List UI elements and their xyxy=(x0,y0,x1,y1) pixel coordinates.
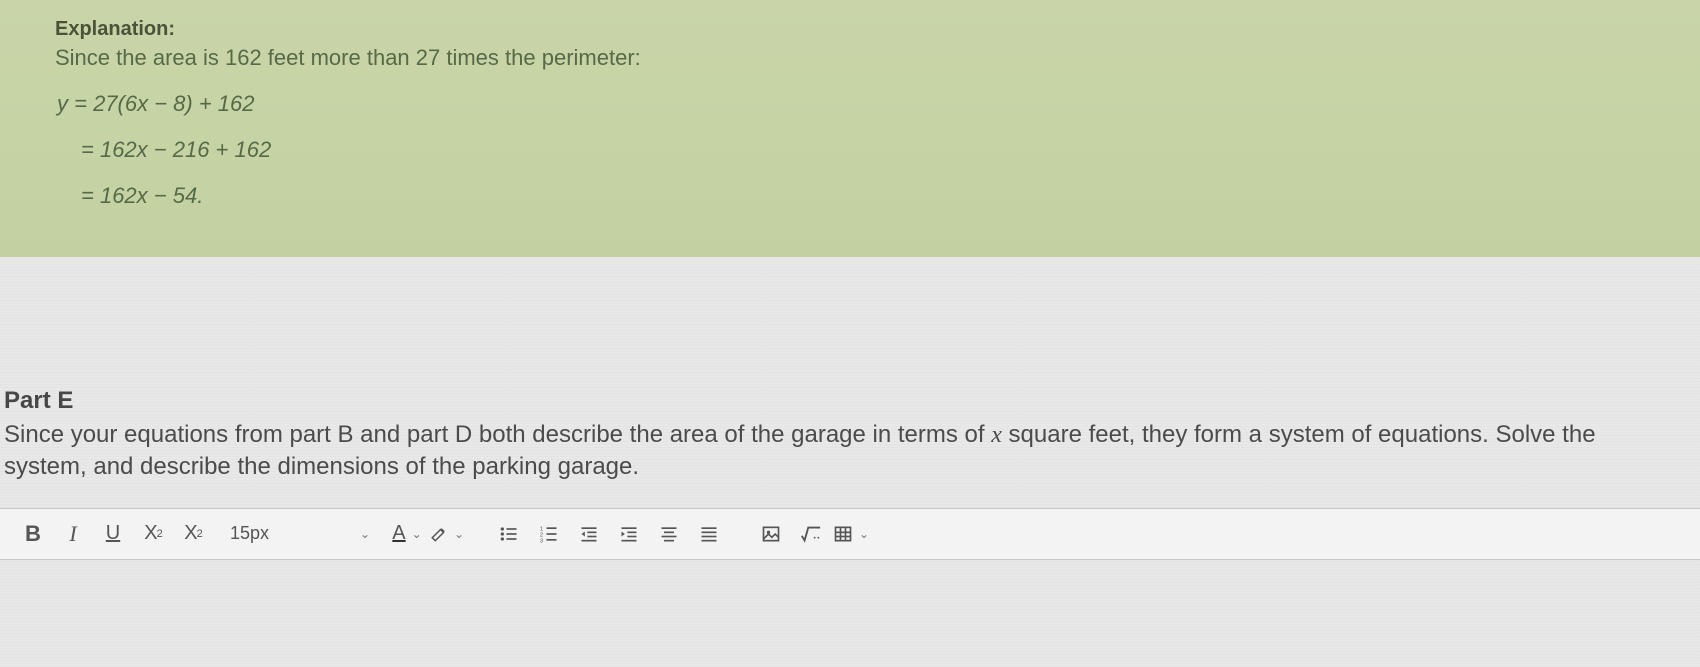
part-text-a: Since your equations from part B and par… xyxy=(4,421,991,448)
equation-line-3: = 162x − 54. xyxy=(55,183,1645,209)
underline-button[interactable]: U xyxy=(94,515,132,553)
indent-icon xyxy=(619,524,639,544)
indent-button[interactable] xyxy=(610,515,648,553)
explanation-intro: Since the area is 162 feet more than 27 … xyxy=(55,45,1645,71)
sqrt-icon xyxy=(800,524,822,544)
part-title: Part E xyxy=(0,387,1700,419)
insert-formula-button[interactable] xyxy=(792,515,830,553)
insert-image-button[interactable] xyxy=(752,515,790,553)
bold-button[interactable]: B xyxy=(14,515,52,553)
chevron-down-icon: ⌄ xyxy=(360,527,370,541)
equation-line-1: y = 27(6x − 8) + 162 xyxy=(55,91,1645,117)
numbered-list-icon: 123 xyxy=(539,524,559,544)
insert-table-button[interactable]: ⌄ xyxy=(832,515,870,553)
align-center-button[interactable] xyxy=(650,515,688,553)
part-instructions: Since your equations from part B and par… xyxy=(0,419,1700,484)
unordered-list-button[interactable] xyxy=(490,515,528,553)
image-icon xyxy=(761,524,781,544)
explanation-title: Explanation: xyxy=(55,18,1645,41)
table-icon xyxy=(833,524,853,544)
outdent-icon xyxy=(579,524,599,544)
equation-line-2: = 162x − 216 + 162 xyxy=(55,137,1645,163)
part-e-section: Part E Since your equations from part B … xyxy=(0,257,1700,560)
highlighter-icon xyxy=(430,525,448,543)
svg-text:3: 3 xyxy=(540,538,543,544)
explanation-panel: Explanation: Since the area is 162 feet … xyxy=(0,0,1700,257)
align-justify-icon xyxy=(699,524,719,544)
bullet-list-icon xyxy=(499,524,519,544)
fontsize-value: 15px xyxy=(230,523,269,544)
font-color-button[interactable]: A ⌄ xyxy=(388,515,426,553)
align-center-icon xyxy=(659,524,679,544)
fontsize-select[interactable]: 15px ⌄ xyxy=(220,517,380,551)
chevron-down-icon: ⌄ xyxy=(412,527,422,541)
outdent-button[interactable] xyxy=(570,515,608,553)
highlight-color-button[interactable]: ⌄ xyxy=(428,515,466,553)
math-variable-x: x xyxy=(991,422,1002,448)
chevron-down-icon: ⌄ xyxy=(454,527,464,541)
editor-toolbar: B I U X2 X2 15px ⌄ A ⌄ ⌄ 123 xyxy=(0,508,1700,560)
ordered-list-button[interactable]: 123 xyxy=(530,515,568,553)
italic-button[interactable]: I xyxy=(54,515,92,553)
subscript-button[interactable]: X2 xyxy=(174,515,212,553)
superscript-button[interactable]: X2 xyxy=(134,515,172,553)
chevron-down-icon: ⌄ xyxy=(859,527,869,541)
align-justify-button[interactable] xyxy=(690,515,728,553)
